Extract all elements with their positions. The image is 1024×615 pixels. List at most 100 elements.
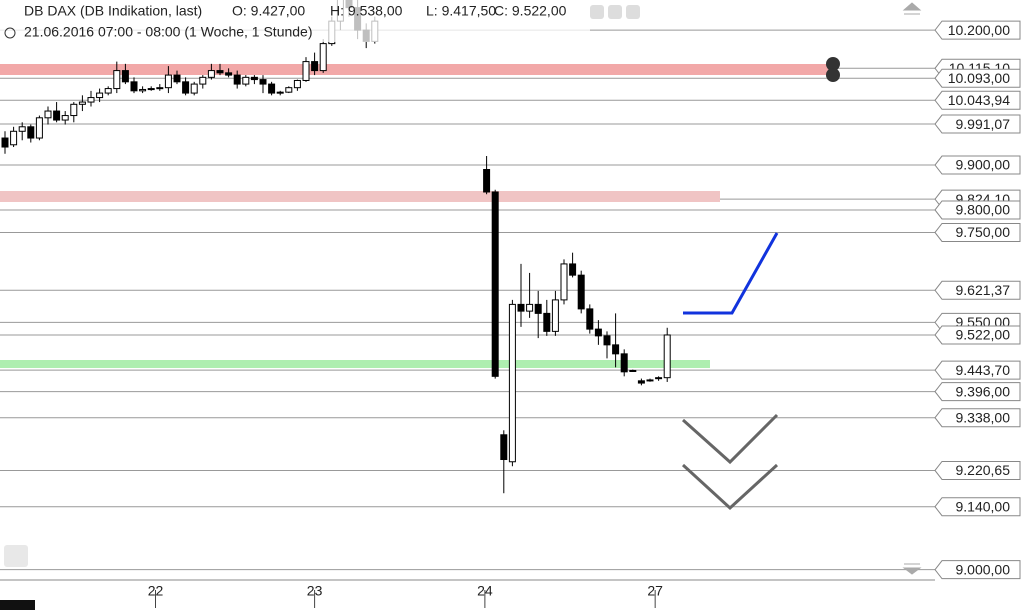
tool-icon[interactable] [590, 5, 604, 19]
candle-body [156, 87, 164, 90]
candle-body [293, 79, 301, 89]
candle-body [285, 87, 293, 93]
candle-body [250, 76, 258, 81]
candle-body [560, 263, 568, 301]
time-axis: 22 23 24 27 [148, 583, 663, 608]
price-label-box [934, 20, 1021, 40]
candle-body [78, 101, 86, 105]
projection-up [683, 232, 779, 315]
candle-body [276, 91, 284, 94]
y-tick-label: 9.000,00 [956, 561, 1011, 577]
support-zone [0, 360, 710, 368]
candle-body [147, 88, 155, 91]
candle-body [259, 79, 267, 85]
candle-body [130, 81, 138, 92]
candle-body [10, 130, 18, 146]
ohlc-close: C: 9.522,00 [494, 3, 567, 19]
candle-body [302, 61, 310, 81]
ohlc-open: O: 9.427,00 [232, 3, 305, 19]
candle-body [517, 303, 525, 312]
candle-body [104, 88, 112, 94]
candle-body [594, 328, 602, 337]
resistance-zone [0, 191, 720, 202]
candle-body [586, 308, 594, 330]
scroll-up[interactable] [902, 2, 922, 15]
candle-body [121, 70, 129, 83]
candle-body [96, 92, 104, 99]
candle-body [551, 299, 559, 332]
price-label-box [934, 200, 1021, 220]
y-tick-label: 9.443,70 [956, 362, 1011, 378]
projection-down [681, 463, 779, 511]
candle-body [629, 369, 637, 372]
price-label-box [934, 460, 1021, 480]
tool-icon[interactable] [626, 5, 640, 19]
candle-body [663, 334, 671, 379]
candle-body [35, 117, 43, 139]
candle-body [18, 126, 26, 132]
candle-body [534, 303, 542, 314]
price-axis: 10.200,0010.115,1010.093,0010.043,949.99… [934, 20, 1021, 580]
price-label-box [934, 325, 1021, 345]
scroll-down[interactable] [902, 563, 922, 575]
price-label-box [934, 90, 1021, 110]
candle-body [655, 377, 663, 380]
candle-body [61, 115, 69, 121]
y-tick-label: 9.338,00 [956, 409, 1011, 425]
candle-body [199, 76, 207, 85]
period: 21.06.2016 07:00 - 08:00 (1 Woche, 1 Stu… [24, 24, 313, 40]
header-bg [0, 0, 590, 42]
y-tick-label: 9.140,00 [956, 498, 1011, 514]
candle-body [311, 61, 319, 72]
candle-body [173, 74, 181, 83]
tool-icon[interactable] [608, 5, 622, 19]
ohlc-high: H: 9.538,00 [330, 3, 403, 19]
grid [0, 29, 935, 571]
y-tick-label: 9.900,00 [956, 157, 1011, 173]
candle-body [207, 70, 215, 78]
candle-body [164, 74, 172, 89]
x-tick-label: 24 [477, 583, 493, 599]
x-tick-label: 27 [647, 583, 663, 599]
x-tick-label: 22 [148, 583, 164, 599]
y-tick-label: 9.220,65 [956, 462, 1011, 478]
candle-body [603, 335, 611, 346]
candle-body [526, 303, 534, 312]
y-tick-label: 9.621,37 [956, 282, 1011, 298]
candle-body [612, 344, 620, 355]
candle-body [44, 110, 52, 119]
price-label-box [934, 155, 1021, 175]
candle-body [508, 303, 516, 463]
candle-body [242, 76, 250, 85]
price-label-box [934, 114, 1021, 134]
candle-body [27, 126, 35, 139]
instrument-title: DB DAX (DB Indikation, last) [24, 3, 202, 19]
scroll-handle[interactable] [0, 600, 35, 610]
add-button[interactable] [4, 545, 28, 567]
candle-body [543, 312, 551, 332]
candle-body [637, 380, 645, 384]
price-label-box [934, 497, 1021, 517]
price-label-box [934, 280, 1021, 300]
candle-body [569, 263, 577, 276]
candle-body [319, 43, 327, 72]
candle-body [53, 110, 61, 121]
header: DB DAX (DB Indikation, last) O: 9.427,00… [0, 0, 640, 42]
y-tick-label: 10.093,00 [948, 70, 1010, 86]
candle-body [483, 169, 491, 193]
price-label-box [934, 560, 1021, 580]
candle-body [225, 72, 233, 76]
y-tick-label: 10.200,00 [948, 22, 1010, 38]
line-handle[interactable] [826, 57, 840, 71]
clock-icon [4, 27, 16, 39]
candle-body [182, 81, 190, 94]
candle-body [646, 379, 654, 382]
price-label-box [934, 382, 1021, 402]
price-label-box [934, 222, 1021, 242]
y-tick-label: 9.800,00 [956, 202, 1011, 218]
candle-body [87, 97, 95, 103]
resistance-zone [0, 64, 835, 75]
line-handle[interactable] [826, 68, 840, 82]
candle-body [233, 74, 241, 85]
candle-body [139, 88, 147, 92]
